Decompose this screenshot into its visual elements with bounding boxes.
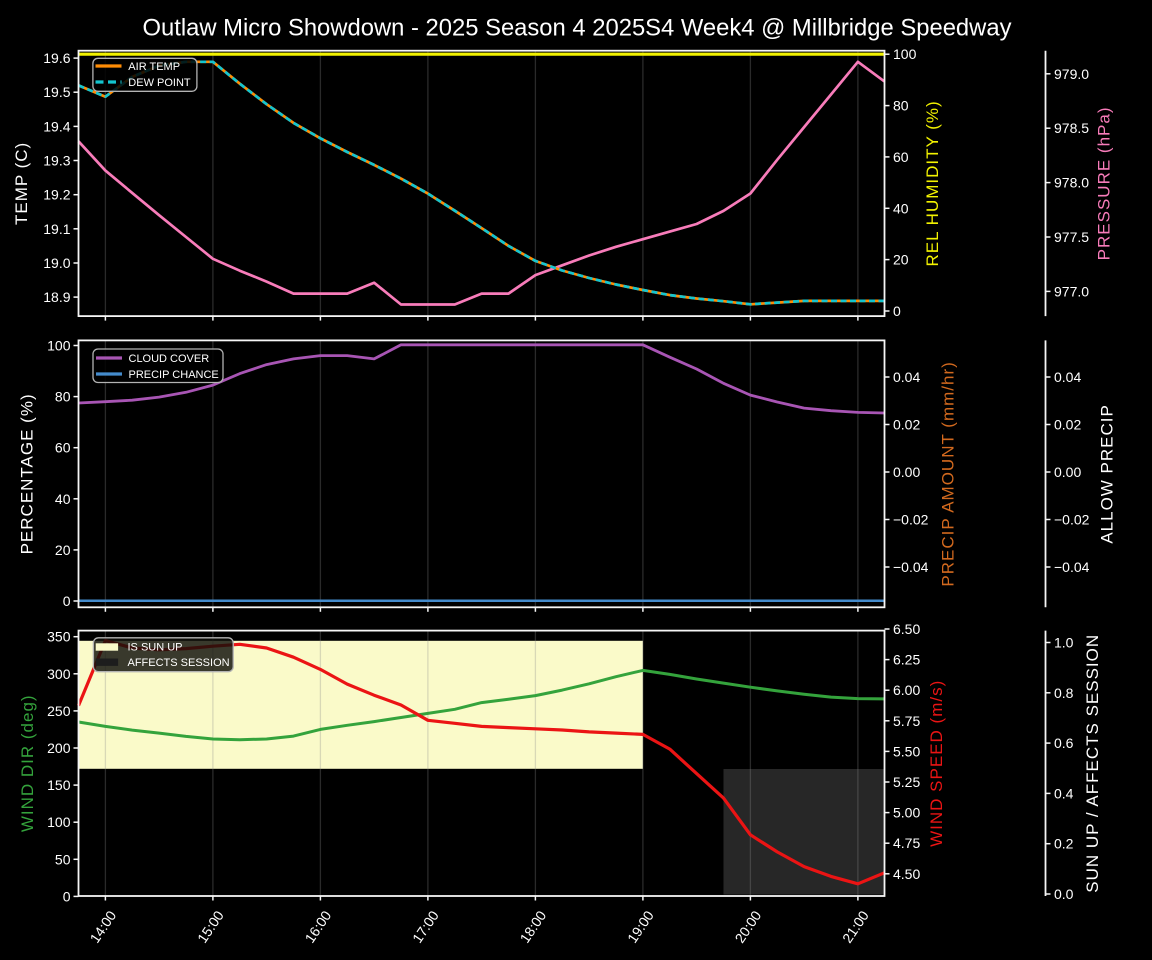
svg-text:6.00: 6.00 <box>893 682 920 698</box>
svg-text:50: 50 <box>55 851 71 867</box>
svg-text:80: 80 <box>893 98 909 114</box>
svg-text:0.4: 0.4 <box>1054 785 1074 801</box>
svg-text:19.1: 19.1 <box>43 221 70 237</box>
svg-text:−0.02: −0.02 <box>1054 512 1090 528</box>
svg-text:−0.04: −0.04 <box>1054 559 1090 575</box>
svg-text:0.8: 0.8 <box>1054 685 1074 701</box>
svg-text:350: 350 <box>47 629 71 645</box>
svg-text:AFFECTS SESSION: AFFECTS SESSION <box>128 657 230 669</box>
svg-text:300: 300 <box>47 666 71 682</box>
svg-text:SUN UP / AFFECTS SESSION: SUN UP / AFFECTS SESSION <box>1083 634 1102 893</box>
svg-text:0.00: 0.00 <box>893 464 920 480</box>
svg-text:20: 20 <box>893 252 909 268</box>
svg-text:TEMP (C): TEMP (C) <box>12 142 31 225</box>
svg-text:60: 60 <box>893 149 909 165</box>
svg-text:19.5: 19.5 <box>43 84 70 100</box>
svg-text:978.5: 978.5 <box>1054 120 1089 136</box>
svg-text:977.0: 977.0 <box>1054 283 1089 299</box>
svg-text:60: 60 <box>55 440 71 456</box>
svg-text:0.04: 0.04 <box>1054 369 1081 385</box>
svg-text:19.0: 19.0 <box>43 255 70 271</box>
svg-text:0.6: 0.6 <box>1054 735 1074 751</box>
svg-text:5.75: 5.75 <box>893 713 920 729</box>
svg-text:5.25: 5.25 <box>893 774 920 790</box>
svg-text:PRESSURE (hPa): PRESSURE (hPa) <box>1095 106 1114 260</box>
svg-text:0.0: 0.0 <box>1054 886 1074 902</box>
svg-text:REL HUMIDITY (%): REL HUMIDITY (%) <box>923 100 942 266</box>
svg-text:−0.04: −0.04 <box>893 559 929 575</box>
svg-text:40: 40 <box>893 200 909 216</box>
svg-text:0.02: 0.02 <box>893 417 920 433</box>
svg-text:0: 0 <box>63 888 71 904</box>
svg-text:DEW POINT: DEW POINT <box>128 77 191 89</box>
svg-text:19.6: 19.6 <box>43 50 70 66</box>
svg-text:WIND DIR (deg): WIND DIR (deg) <box>18 694 37 832</box>
svg-text:100: 100 <box>47 814 71 830</box>
svg-text:100: 100 <box>893 46 917 62</box>
svg-text:40: 40 <box>55 491 71 507</box>
svg-text:200: 200 <box>47 740 71 756</box>
svg-text:80: 80 <box>55 389 71 405</box>
svg-text:PERCENTAGE (%): PERCENTAGE (%) <box>18 393 37 554</box>
svg-text:250: 250 <box>47 703 71 719</box>
svg-text:100: 100 <box>47 338 71 354</box>
svg-text:0.04: 0.04 <box>893 369 920 385</box>
svg-text:150: 150 <box>47 777 71 793</box>
svg-text:5.00: 5.00 <box>893 805 920 821</box>
svg-text:0: 0 <box>63 593 71 609</box>
svg-text:0.02: 0.02 <box>1054 417 1081 433</box>
svg-text:ALLOW PRECIP: ALLOW PRECIP <box>1098 404 1117 544</box>
svg-text:6.25: 6.25 <box>893 652 920 668</box>
svg-text:PRECIP AMOUNT (mm/hr): PRECIP AMOUNT (mm/hr) <box>939 361 958 586</box>
svg-text:PRECIP CHANCE: PRECIP CHANCE <box>129 369 219 381</box>
svg-text:20: 20 <box>55 542 71 558</box>
svg-text:977.5: 977.5 <box>1054 229 1089 245</box>
svg-text:5.50: 5.50 <box>893 743 920 759</box>
svg-text:18.9: 18.9 <box>43 289 70 305</box>
svg-text:Outlaw Micro Showdown - 2025 S: Outlaw Micro Showdown - 2025 Season 4 20… <box>143 15 1012 42</box>
svg-text:19.3: 19.3 <box>43 153 70 169</box>
svg-text:−0.02: −0.02 <box>893 512 929 528</box>
svg-text:979.0: 979.0 <box>1054 66 1089 82</box>
svg-text:4.75: 4.75 <box>893 835 920 851</box>
svg-text:4.50: 4.50 <box>893 866 920 882</box>
svg-text:0.2: 0.2 <box>1054 836 1074 852</box>
svg-text:CLOUD COVER: CLOUD COVER <box>129 353 210 365</box>
svg-text:0.00: 0.00 <box>1054 464 1081 480</box>
svg-text:1.0: 1.0 <box>1054 635 1074 651</box>
svg-text:WIND SPEED (m/s): WIND SPEED (m/s) <box>927 680 946 847</box>
svg-text:978.0: 978.0 <box>1054 175 1089 191</box>
svg-text:IS SUN UP: IS SUN UP <box>128 642 183 654</box>
svg-text:AIR TEMP: AIR TEMP <box>128 61 180 73</box>
svg-text:19.2: 19.2 <box>43 187 70 203</box>
svg-text:19.4: 19.4 <box>43 118 70 134</box>
svg-text:0: 0 <box>893 303 901 319</box>
svg-text:6.50: 6.50 <box>893 621 920 637</box>
